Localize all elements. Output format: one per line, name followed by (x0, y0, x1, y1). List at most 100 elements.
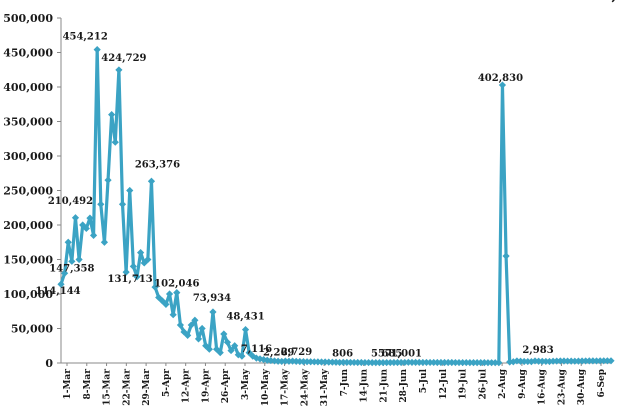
data-point (209, 308, 217, 316)
y-tick-label: 200,000 (3, 219, 53, 232)
data-label: 147,358 (49, 263, 94, 274)
data-point (585, 357, 593, 365)
x-tick-label: 15-Mar (103, 369, 113, 406)
data-point (393, 358, 402, 367)
x-tick-label: 7-Jun (340, 369, 350, 397)
data-point (487, 359, 496, 367)
data-point (227, 346, 235, 355)
data-point (379, 358, 387, 367)
data-label: 263,376 (135, 159, 180, 170)
data-point (126, 186, 134, 195)
data-point (191, 316, 199, 324)
data-point (93, 45, 101, 54)
x-tick-label: 1-Mar (63, 369, 73, 400)
data-point (129, 262, 137, 270)
data-point (86, 214, 94, 222)
data-point (368, 358, 376, 367)
data-point (491, 359, 499, 367)
data-point (140, 259, 148, 267)
data-point (115, 66, 123, 74)
data-point (477, 359, 485, 367)
x-tick-label: 6-Sep (597, 369, 607, 398)
x-tick-label: 28-Jun (399, 369, 409, 403)
data-point (220, 330, 228, 338)
data-point (137, 249, 145, 257)
data-point (122, 268, 130, 276)
data-point (184, 331, 192, 339)
x-axis: 1-Mar 8-Mar 15-Mar 22-Mar 29-Mar 5-Apr 12-Apr 1… (61, 362, 611, 406)
y-tick-label: 0 (45, 357, 53, 370)
data-point (480, 359, 488, 367)
data-point (71, 214, 80, 222)
data-point (484, 359, 492, 367)
data-point (516, 357, 525, 365)
x-tick-label: 21-Jun (379, 369, 389, 403)
data-label: 685 (381, 349, 402, 360)
data-point (147, 177, 156, 185)
x-tick-label: 17-May (281, 368, 291, 406)
data-point (408, 358, 416, 366)
data-point (234, 351, 242, 359)
data-point (223, 338, 232, 346)
data-point (397, 358, 405, 367)
y-tick-label: 350,000 (3, 116, 53, 129)
data-point (451, 358, 460, 367)
data-point (527, 358, 535, 366)
data-point (596, 357, 604, 365)
x-tick-label: 24-May (300, 368, 310, 406)
x-tick-label: 9-Aug (518, 368, 528, 399)
y-tick-label: 250,000 (3, 185, 53, 198)
x-tick-label: 22-Mar (122, 369, 132, 406)
data-point (542, 357, 550, 366)
data-point (498, 81, 507, 89)
data-point (194, 335, 203, 343)
data-label: 3,191 (601, 0, 640, 4)
data-point (162, 300, 170, 308)
data-point (574, 357, 583, 365)
data-point (288, 357, 297, 365)
y-tick-label: 100,000 (3, 288, 53, 301)
data-label: 454,212 (63, 32, 108, 43)
data-point (241, 325, 250, 334)
data-point (422, 358, 431, 367)
data-point (444, 358, 452, 367)
x-tick-label: 8-Mar (83, 369, 93, 400)
data-point (506, 358, 514, 366)
data-point (509, 358, 517, 366)
x-tick-label: 23-Aug (557, 368, 567, 405)
data-point (603, 357, 611, 365)
data-point (502, 252, 510, 260)
data-point (303, 358, 311, 366)
data-point (433, 358, 441, 367)
x-tick-label: 12-Apr (182, 369, 192, 404)
data-point (469, 359, 478, 367)
data-point (336, 358, 344, 367)
data-point (419, 358, 427, 367)
data-label: 131,713 (108, 274, 153, 285)
data-point (151, 283, 159, 291)
data-point (364, 358, 373, 367)
data-point (560, 357, 568, 365)
x-tick-label: 26-Apr (221, 369, 231, 404)
y-tick-label: 50,000 (11, 323, 53, 336)
series-line (59, 47, 611, 365)
y-tick-label: 400,000 (3, 81, 53, 94)
data-point (415, 358, 423, 367)
data-point (267, 356, 275, 365)
data-point (600, 357, 608, 365)
data-point (198, 324, 206, 333)
x-tick-label: 14-Jun (360, 369, 370, 403)
data-point (317, 358, 326, 366)
data-point (158, 297, 166, 305)
data-point (231, 342, 239, 350)
data-point (118, 200, 127, 208)
x-tick-label: 29-Mar (142, 369, 152, 406)
data-label: 557 (371, 349, 392, 360)
data-point (567, 357, 575, 365)
x-tick-label: 31-May (320, 368, 330, 406)
x-tick-label: 19-Apr (201, 369, 211, 404)
data-point (108, 111, 116, 119)
data-point (592, 357, 601, 365)
data-point (68, 257, 76, 265)
data-point (216, 349, 224, 357)
